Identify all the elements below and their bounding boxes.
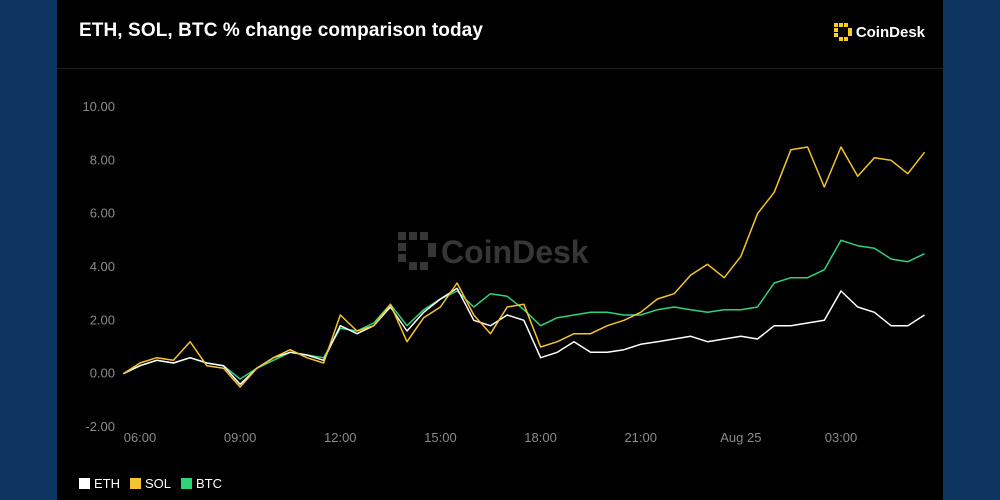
x-tick-label: 15:00 [424, 430, 457, 445]
y-axis: 10.00 8.00 6.00 4.00 2.00 0.00 -2.00 [82, 99, 115, 434]
chart-legend: ETH SOL BTC [79, 476, 222, 491]
y-tick-label: 2.00 [90, 312, 115, 327]
chart-title: ETH, SOL, BTC % change comparison today [79, 20, 484, 41]
legend-label-eth: ETH [94, 476, 120, 491]
legend-item-sol[interactable]: SOL [130, 476, 171, 491]
y-tick-label: 0.00 [90, 366, 115, 381]
x-tick-label: Aug 25 [720, 430, 761, 445]
legend-item-btc[interactable]: BTC [181, 476, 222, 491]
y-tick-label: -2.00 [85, 419, 115, 434]
watermark-icon [398, 232, 436, 270]
watermark-text: CoinDesk [441, 234, 589, 270]
legend-label-btc: BTC [196, 476, 223, 491]
x-axis: 06:00 09:00 12:00 15:00 18:00 21:00 Aug 25 03:0… [124, 430, 858, 445]
x-tick-label: 06:00 [124, 430, 157, 445]
y-tick-label: 10.00 [82, 99, 115, 114]
coindesk-logo-icon [833, 23, 852, 41]
x-tick-label: 09:00 [224, 430, 257, 445]
y-tick-label: 8.00 [90, 152, 115, 167]
y-tick-label: 6.00 [90, 206, 115, 221]
x-tick-label: 18:00 [524, 430, 557, 445]
legend-swatch-eth [79, 478, 90, 489]
legend-item-eth[interactable]: ETH [79, 476, 120, 491]
series-layer [122, 146, 926, 388]
x-tick-label: 12:00 [324, 430, 357, 445]
x-tick-label: 03:00 [825, 430, 858, 445]
legend-label-sol: SOL [145, 476, 172, 491]
logo-text: CoinDesk [855, 23, 925, 41]
y-tick-label: 4.00 [90, 259, 115, 274]
coindesk-logo[interactable]: CoinDesk [833, 23, 925, 41]
series-line-eth [122, 287, 925, 386]
title-divider [57, 68, 943, 69]
x-tick-label: 21:00 [624, 430, 657, 445]
series-line-sol [122, 146, 926, 388]
chart-card: ETH, SOL, BTC % change comparison today … [57, 0, 943, 500]
legend-swatch-btc [181, 478, 193, 489]
legend-swatch-sol [130, 478, 141, 489]
coindesk-watermark: CoinDesk [398, 232, 589, 270]
